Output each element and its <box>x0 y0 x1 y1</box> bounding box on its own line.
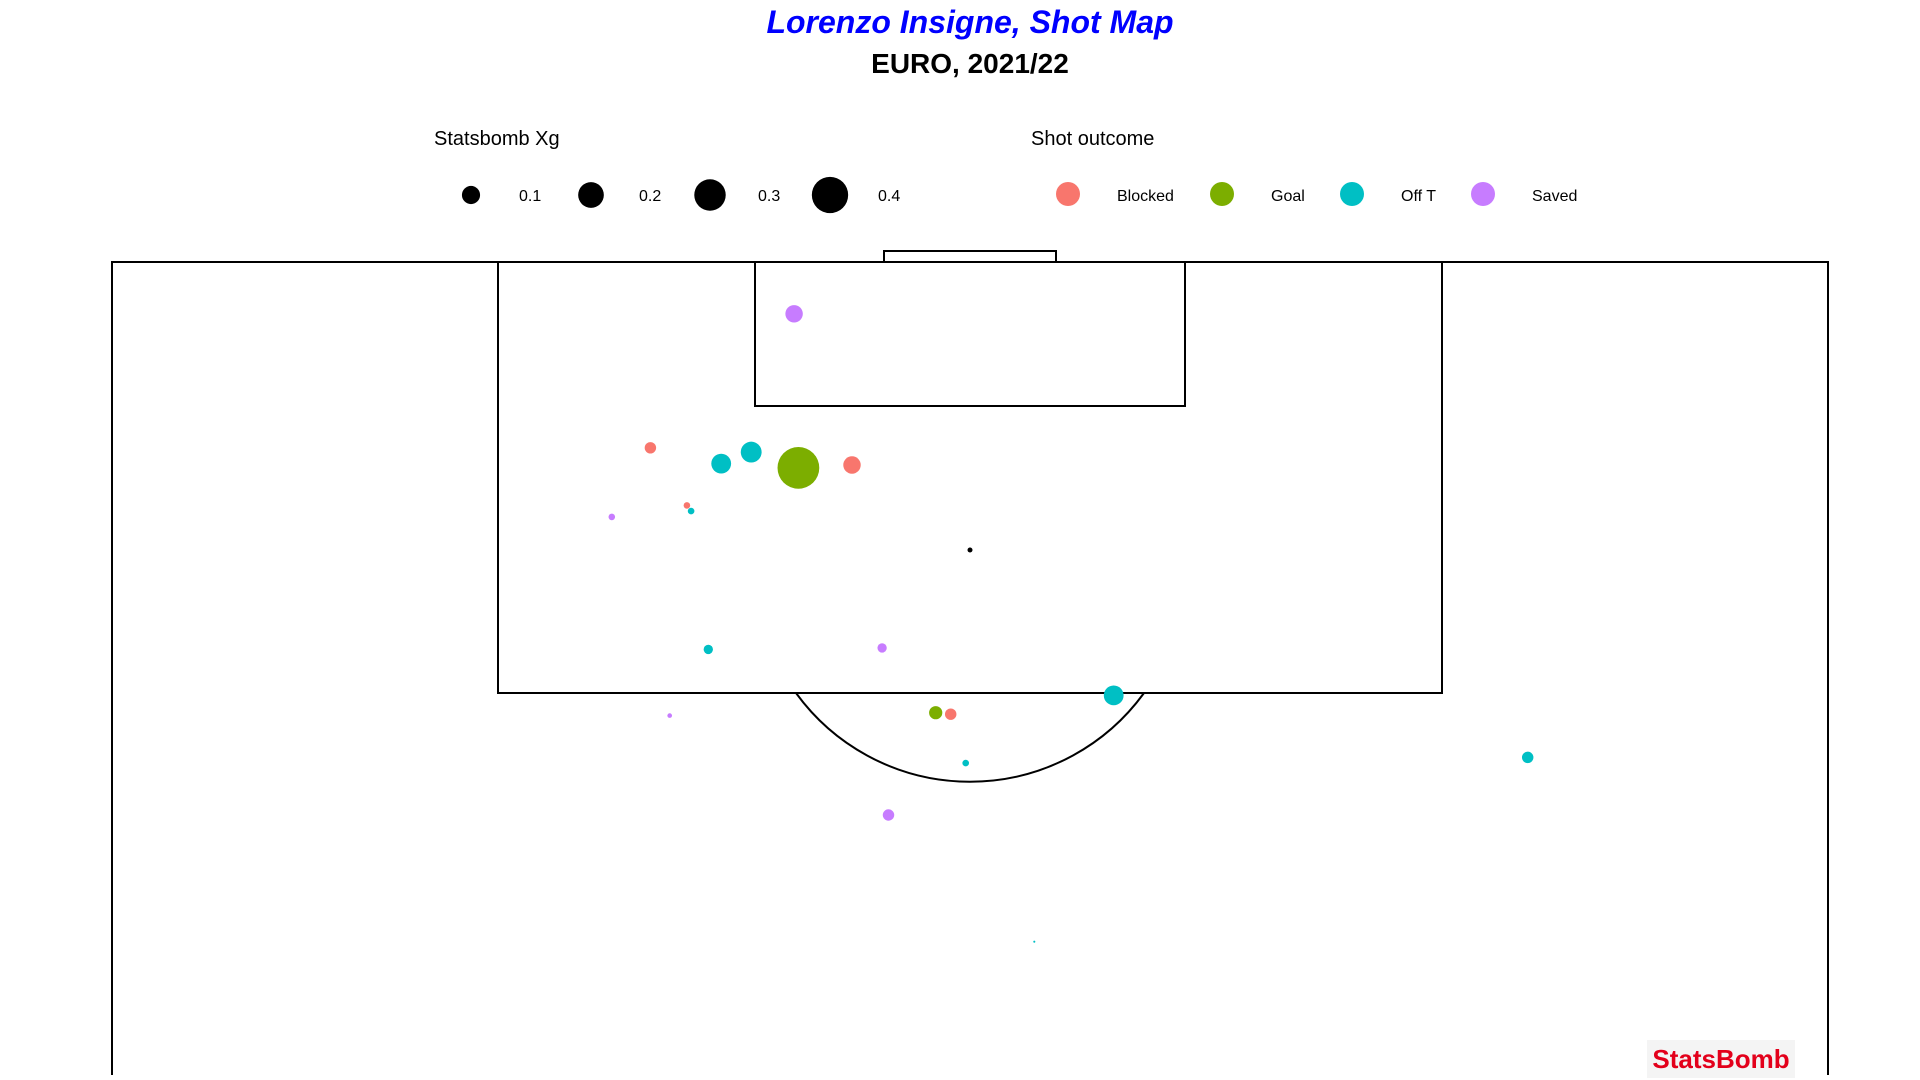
color-legend-marker <box>1056 182 1080 206</box>
shot-point <box>711 453 732 474</box>
chart-title: Lorenzo Insigne, Shot Map <box>766 4 1173 40</box>
shot-point <box>608 513 616 521</box>
shot-point <box>882 809 895 821</box>
color-legend-marker <box>1471 182 1495 206</box>
shot-point <box>687 507 695 515</box>
color-legend: Shot outcome Blocked Goal Off T Saved <box>1031 128 1577 206</box>
size-legend: Statsbomb Xg 0.1 0.2 0.3 0.4 <box>434 128 900 214</box>
chart-subtitle: EURO, 2021/22 <box>871 48 1069 79</box>
color-legend-marker <box>1210 182 1234 206</box>
shot-point <box>929 706 943 720</box>
color-legend-label: Saved <box>1532 188 1577 205</box>
size-legend-marker <box>461 185 481 205</box>
size-legend-marker <box>811 176 849 214</box>
goal-frame <box>883 250 1057 263</box>
size-legend-label: 0.1 <box>519 188 541 205</box>
shot-point <box>944 708 957 720</box>
color-legend-title: Shot outcome <box>1031 128 1154 150</box>
shot-point <box>703 644 713 655</box>
penalty-area <box>497 261 1443 694</box>
size-legend-label: 0.4 <box>878 188 900 205</box>
size-legend-marker <box>694 179 726 211</box>
shot-point <box>785 305 803 323</box>
shots-layer <box>608 305 1534 943</box>
shot-point <box>644 442 657 454</box>
color-legend-label: Goal <box>1271 188 1305 205</box>
size-legend-label: 0.3 <box>758 188 780 205</box>
pitch <box>111 250 1829 1075</box>
shot-point <box>777 447 820 489</box>
color-legend-marker <box>1340 182 1364 206</box>
shot-point <box>1033 940 1036 943</box>
size-legend-label: 0.2 <box>639 188 661 205</box>
brand-name: StatsBomb <box>1652 1044 1789 1074</box>
color-legend-label: Off T <box>1401 188 1436 205</box>
logo-background <box>1647 1040 1795 1078</box>
penalty-spot <box>967 547 973 553</box>
shot-point <box>740 441 762 463</box>
shot-point <box>843 456 861 474</box>
penalty-arc <box>795 692 1145 783</box>
color-legend-label: Blocked <box>1117 188 1174 205</box>
six-yard-box <box>754 261 1186 407</box>
shot-point <box>1521 751 1534 764</box>
size-legend-title: Statsbomb Xg <box>434 128 560 150</box>
shot-point <box>683 502 691 509</box>
pitch-boundary <box>111 261 1829 1075</box>
shot-point <box>962 759 969 767</box>
shot-point <box>667 713 673 718</box>
shot-point <box>877 643 887 653</box>
shot-point <box>1103 685 1124 706</box>
size-legend-marker <box>578 182 604 208</box>
statsbomb-logo: StatsBomb <box>1647 1040 1795 1078</box>
